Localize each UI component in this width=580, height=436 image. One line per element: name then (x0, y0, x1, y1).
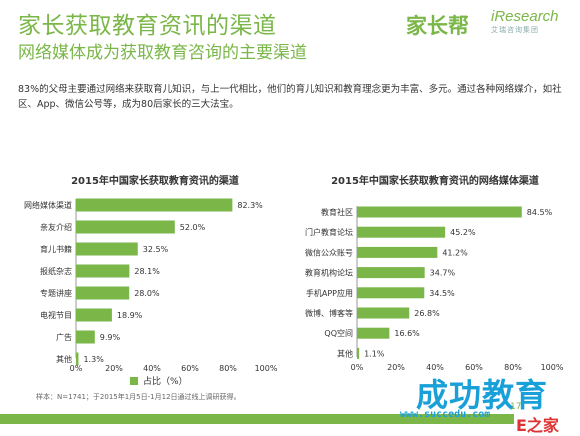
tick-label-left: 80% (219, 364, 237, 373)
value-label-left: 9.9% (100, 333, 121, 342)
category-label-right: 手机APP应用 (306, 288, 353, 298)
value-label-left: 28.0% (134, 289, 160, 298)
value-label-right: 84.5% (527, 208, 553, 217)
bar-left (76, 286, 130, 300)
value-label-right: 16.6% (394, 329, 420, 338)
category-label-left: 网络媒体渠道 (24, 200, 72, 210)
bar-right (357, 206, 522, 218)
value-label-left: 82.3% (237, 201, 263, 210)
chart-title-left: 2015年中国家长获取教育资讯的渠道 (71, 176, 239, 187)
category-label-right: 门户教育论坛 (305, 227, 353, 237)
tick-label-left: 0% (70, 364, 83, 373)
watermark-url: www.succedu.com (400, 409, 491, 420)
bar-right (357, 246, 438, 258)
category-label-left: 育儿书籍 (40, 244, 72, 254)
value-label-right: 1.1% (364, 349, 385, 358)
source-note: 样本：N=1741；于2015年1月5日-1月12日通过线上调研获得。 (36, 393, 241, 401)
bar-left (76, 242, 138, 256)
iresearch-logo-subtext: 艾瑞咨询集团 (491, 26, 539, 34)
bar-right (357, 287, 425, 299)
legend-swatch (130, 377, 138, 385)
category-label-right: 教育社区 (321, 207, 353, 217)
category-label-right: QQ空间 (324, 328, 353, 338)
value-label-right: 45.2% (450, 228, 476, 237)
description-text: 83%的父母主要通过网络来获取育儿知识，与上一代相比，他们的育儿知识和教育理念更… (18, 84, 562, 110)
category-label-left: 报纸杂志 (40, 266, 72, 276)
tick-label-left: 60% (181, 364, 199, 373)
iresearch-logo-text: iResearch (491, 8, 559, 25)
bar-right (357, 226, 446, 238)
category-label-left: 电视节目 (40, 310, 72, 320)
category-label-right: 微信公众账号 (305, 247, 353, 257)
value-label-left: 18.9% (117, 311, 143, 320)
tick-label-right: 60% (465, 363, 483, 372)
tick-label-right: 80% (504, 363, 522, 372)
brand-logo: 家长帮 (406, 14, 469, 38)
tick-label-right: 20% (387, 363, 405, 372)
legend-label: 占比（%） (143, 377, 188, 387)
watermark-corner: E之家 (514, 412, 561, 436)
chart-legend: 占比（%） (130, 374, 188, 387)
category-label-left: 其他 (56, 354, 72, 364)
category-label-right: 其他 (337, 348, 353, 358)
iresearch-logo: iResearch 艾瑞咨询集团 (491, 8, 575, 35)
category-label-left: 广告 (56, 332, 72, 342)
value-label-left: 52.0% (180, 223, 206, 232)
category-label-right: 微博、博客等 (305, 308, 353, 318)
footer-bar (0, 414, 520, 424)
page-number: 17 (510, 402, 522, 412)
tick-label-left: 40% (143, 364, 161, 373)
tick-label-left: 100% (255, 364, 278, 373)
value-label-right: 41.2% (442, 248, 468, 257)
tick-label-right: 40% (426, 363, 444, 372)
category-label-left: 专题讲座 (40, 288, 72, 298)
bar-left (76, 220, 175, 234)
bar-right (357, 307, 410, 319)
value-label-left: 32.5% (143, 245, 169, 254)
category-label-left: 亲友介绍 (40, 222, 72, 232)
bar-right (357, 327, 390, 339)
page-subtitle: 网络媒体成为获取教育咨询的主要渠道 (18, 43, 307, 63)
bar-left (76, 330, 95, 344)
value-label-right: 34.7% (430, 269, 456, 278)
value-label-left: 28.1% (134, 267, 160, 276)
tick-label-left: 20% (105, 364, 123, 373)
bar-left (76, 264, 130, 278)
value-label-right: 26.8% (414, 309, 440, 318)
bar-left (76, 352, 79, 366)
tick-label-right: 100% (541, 363, 564, 372)
chart-title-right: 2015年中国家长获取教育资讯的网络媒体渠道 (331, 176, 539, 187)
bar-right (357, 267, 425, 279)
value-label-left: 1.3% (83, 355, 104, 364)
tick-label-right: 0% (351, 363, 364, 372)
page-title: 家长获取教育资讯的渠道 (18, 13, 277, 39)
bar-left (76, 198, 233, 212)
watermark-logo: 成功教育 (416, 376, 549, 414)
value-label-right: 34.5% (429, 289, 455, 298)
bar-right (357, 347, 360, 359)
category-label-right: 教育机构论坛 (305, 268, 353, 278)
bar-left (76, 308, 112, 322)
